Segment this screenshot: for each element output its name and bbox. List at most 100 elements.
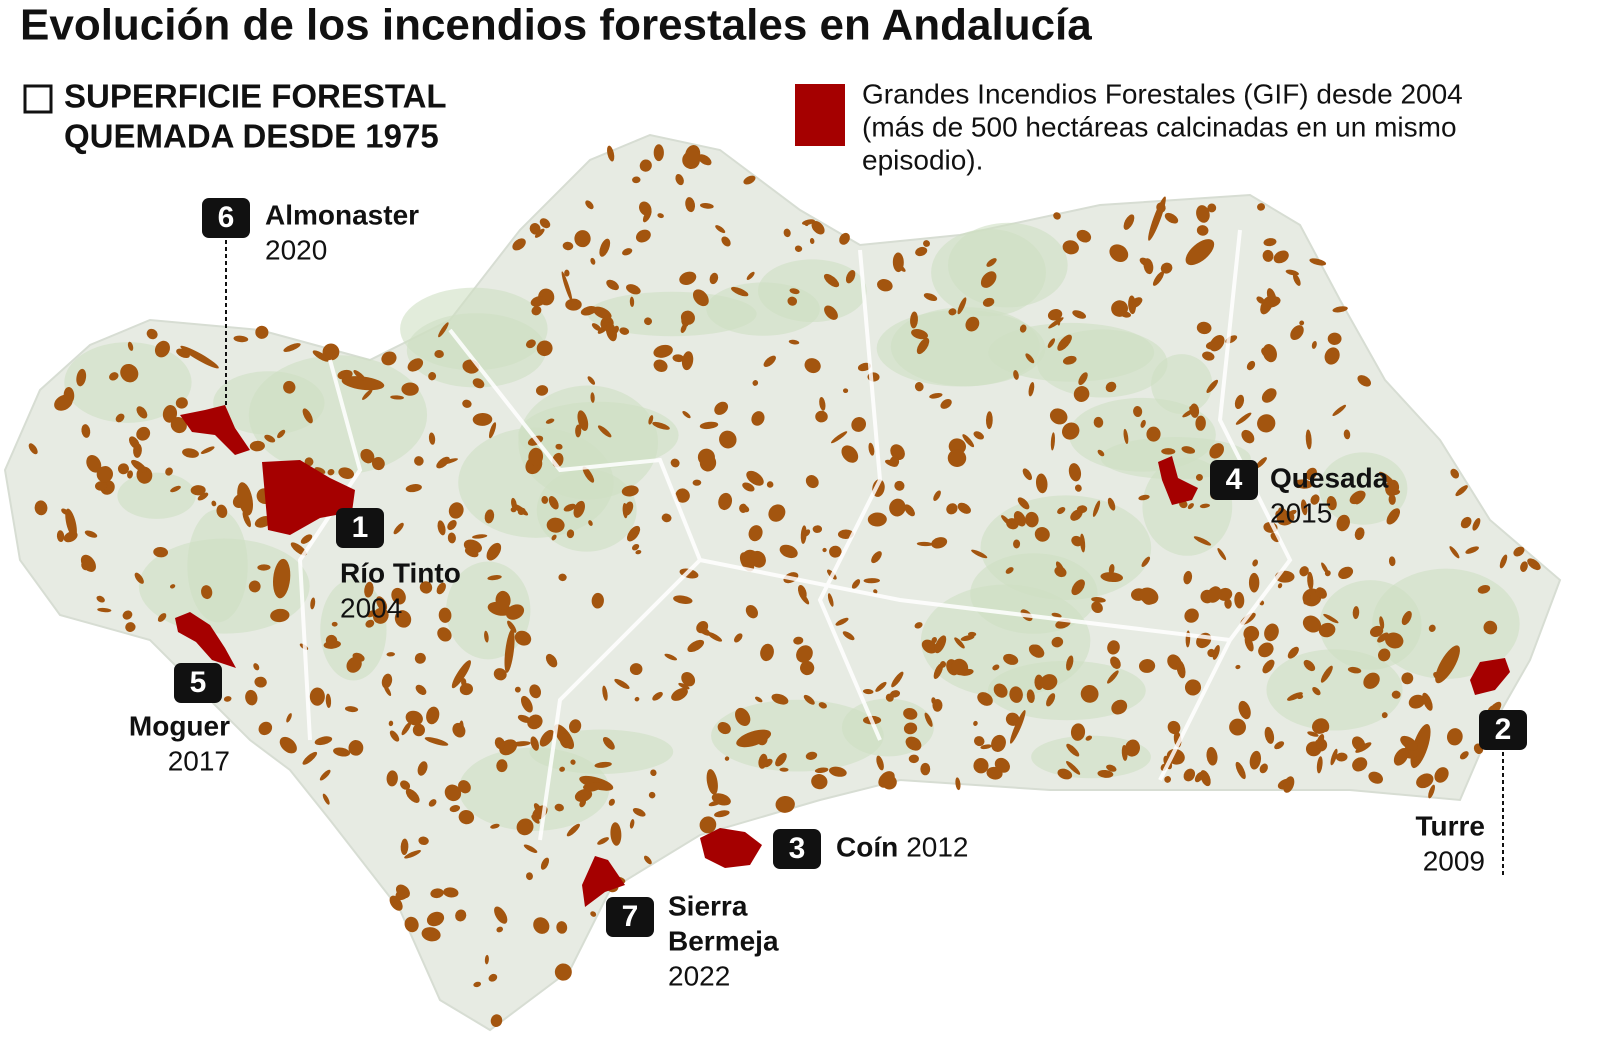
burned-area	[563, 503, 576, 512]
burned-area	[788, 339, 800, 345]
burned-area	[868, 442, 875, 456]
burned-area	[768, 504, 786, 522]
burned-area	[1051, 612, 1062, 618]
fire-number: 4	[1226, 463, 1243, 496]
large-fire-area	[175, 612, 236, 668]
burned-area	[1009, 686, 1023, 703]
burned-area	[1206, 586, 1222, 603]
burned-area	[951, 658, 969, 676]
forest-area	[1319, 452, 1408, 525]
burned-area	[545, 418, 555, 424]
burned-area	[546, 517, 565, 533]
burned-area	[1152, 271, 1165, 286]
burned-area	[255, 325, 269, 339]
burned-area	[1379, 616, 1385, 629]
burned-area	[1207, 203, 1217, 213]
burned-area	[763, 355, 776, 367]
burned-area	[562, 241, 574, 251]
burned-area	[404, 916, 419, 933]
burned-area	[484, 630, 489, 643]
burned-area	[590, 911, 597, 917]
burned-area	[56, 530, 65, 543]
burned-area	[325, 693, 332, 708]
burned-area	[1326, 495, 1337, 511]
burned-area	[531, 305, 542, 316]
forest-area	[320, 578, 387, 681]
forest-area	[64, 342, 192, 423]
burned-area	[1263, 238, 1277, 247]
burned-area	[1025, 511, 1039, 528]
burned-area	[1428, 624, 1436, 632]
burned-area	[863, 578, 881, 584]
fire-year: 2012	[906, 831, 968, 862]
forest-area	[711, 699, 884, 772]
burned-area	[376, 596, 388, 612]
legend-gif-text: (más de 500 hectáreas calcinadas en un m…	[862, 111, 1457, 142]
burned-area	[796, 645, 813, 663]
burned-area	[1386, 508, 1401, 525]
burned-area	[448, 502, 464, 519]
burned-area	[687, 639, 705, 653]
burned-area	[1217, 548, 1227, 561]
fire-number: 7	[622, 900, 639, 933]
burned-area	[115, 413, 125, 423]
burned-area	[632, 543, 640, 551]
burned-area	[1255, 457, 1267, 469]
burned-area	[1465, 546, 1479, 554]
burned-area	[1446, 728, 1463, 746]
burned-area	[1235, 761, 1246, 780]
burned-area	[495, 590, 511, 610]
burned-area	[1187, 503, 1194, 510]
fire-year: 2020	[265, 234, 327, 265]
burned-area	[1368, 771, 1383, 784]
burned-area	[322, 793, 330, 805]
burned-area	[1161, 448, 1176, 455]
burned-area	[249, 440, 265, 452]
burned-area	[857, 362, 872, 372]
burned-area	[812, 525, 823, 533]
burned-area	[371, 456, 385, 471]
burned-area	[419, 581, 433, 594]
large-fire-area	[1158, 456, 1198, 505]
burned-area	[473, 981, 482, 988]
burned-area	[629, 663, 643, 676]
burned-area	[873, 589, 878, 594]
burned-area	[1352, 606, 1360, 620]
burned-area	[1128, 295, 1137, 315]
burned-area	[386, 770, 398, 787]
burned-area	[414, 652, 426, 664]
burned-area	[1001, 515, 1012, 526]
burned-area	[771, 693, 789, 705]
burned-area	[696, 621, 709, 634]
burned-area	[1320, 665, 1333, 683]
burned-area	[1330, 748, 1338, 766]
burned-area	[920, 762, 931, 776]
burned-area	[277, 429, 286, 439]
burned-area	[523, 844, 538, 853]
burned-area	[629, 819, 635, 829]
burned-area	[639, 159, 652, 172]
burned-area	[462, 399, 472, 408]
burned-area	[923, 240, 930, 247]
fire-name: Río Tinto	[340, 557, 461, 588]
burned-area	[814, 767, 829, 774]
burned-area	[750, 550, 766, 568]
burned-area	[1305, 467, 1317, 481]
burned-area	[319, 769, 331, 781]
burned-area	[1249, 750, 1262, 770]
burned-area	[644, 317, 653, 326]
burned-area	[602, 685, 608, 701]
burned-area	[878, 771, 895, 788]
burned-area	[993, 683, 1008, 698]
burned-area	[364, 581, 374, 598]
burned-area	[170, 485, 181, 493]
burned-area	[973, 757, 989, 774]
burned-area	[366, 610, 376, 618]
burned-area	[459, 683, 474, 696]
burned-area	[1138, 494, 1150, 501]
burned-area	[1071, 579, 1085, 596]
burned-area	[940, 398, 952, 409]
burned-area	[931, 637, 938, 644]
burned-area	[650, 769, 657, 777]
burned-area	[1264, 726, 1275, 744]
